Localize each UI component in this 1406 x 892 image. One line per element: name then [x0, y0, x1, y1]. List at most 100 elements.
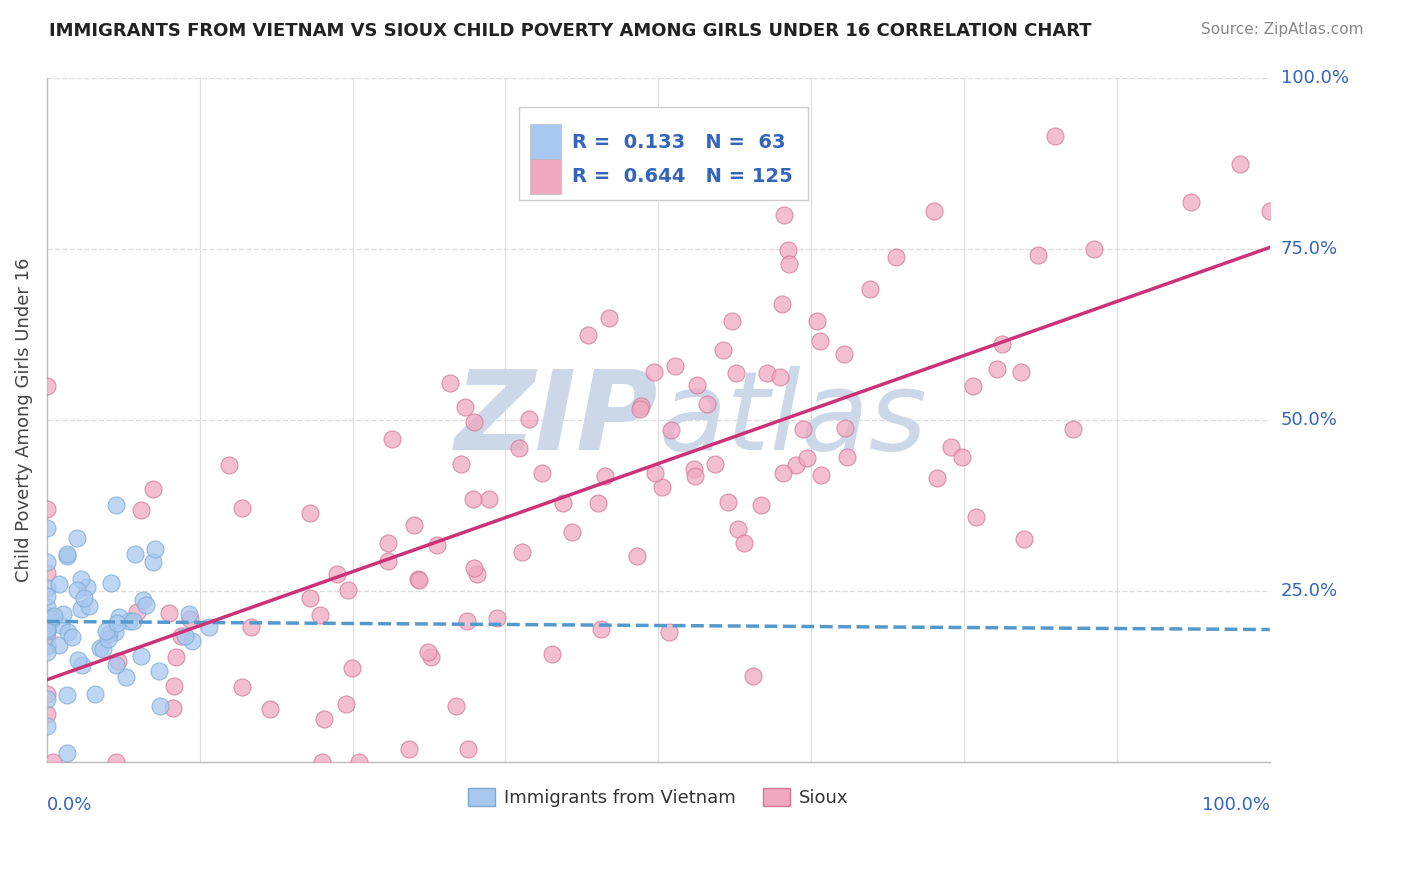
Point	[35, 521, 58, 535]
Point	[727, 522, 749, 536]
Point	[181, 634, 204, 648]
Point	[796, 450, 818, 465]
Point	[135, 598, 157, 612]
Point	[55, 689, 77, 703]
Point	[986, 362, 1008, 376]
Point	[724, 366, 747, 380]
Point	[991, 337, 1014, 351]
Text: Source: ZipAtlas.com: Source: ZipAtlas.com	[1201, 22, 1364, 37]
Point	[510, 545, 533, 559]
Point	[299, 506, 322, 520]
Text: 100.0%: 100.0%	[1202, 797, 1270, 814]
Point	[404, 518, 426, 533]
Point	[508, 441, 530, 455]
Point	[35, 566, 58, 580]
Point	[704, 457, 727, 471]
Point	[218, 458, 240, 472]
Point	[56, 549, 79, 563]
Point	[1062, 422, 1084, 436]
Point	[231, 500, 253, 515]
Point	[478, 491, 501, 506]
Point	[84, 687, 107, 701]
Point	[48, 577, 70, 591]
Point	[922, 204, 945, 219]
Point	[962, 379, 984, 393]
Point	[711, 343, 734, 357]
Point	[70, 657, 93, 672]
Point	[35, 616, 58, 631]
Text: atlas: atlas	[658, 366, 927, 473]
Point	[664, 359, 686, 374]
Point	[97, 627, 120, 641]
Point	[808, 334, 831, 349]
Point	[643, 365, 665, 379]
Point	[1180, 194, 1202, 209]
Point	[377, 554, 399, 568]
Point	[517, 411, 540, 425]
Point	[463, 415, 485, 429]
Point	[340, 661, 363, 675]
Point	[593, 468, 616, 483]
Point	[806, 314, 828, 328]
Point	[717, 495, 740, 509]
Point	[377, 535, 399, 549]
Point	[41, 612, 63, 626]
Point	[77, 599, 100, 614]
Point	[950, 450, 973, 465]
Point	[309, 608, 332, 623]
Point	[685, 377, 707, 392]
Point	[127, 605, 149, 619]
Point	[456, 614, 478, 628]
Point	[35, 581, 58, 595]
Point	[463, 560, 485, 574]
Point	[198, 619, 221, 633]
Point	[148, 664, 170, 678]
Point	[35, 610, 58, 624]
Point	[439, 376, 461, 391]
Point	[35, 502, 58, 516]
Point	[756, 366, 779, 380]
Point	[598, 310, 620, 325]
Point	[792, 422, 814, 436]
Point	[51, 607, 73, 621]
Point	[142, 555, 165, 569]
Point	[589, 622, 612, 636]
Point	[326, 567, 349, 582]
Point	[66, 653, 89, 667]
Point	[56, 548, 79, 562]
Point	[177, 607, 200, 622]
Point	[129, 648, 152, 663]
Point	[683, 461, 706, 475]
Point	[772, 466, 794, 480]
Point	[165, 650, 187, 665]
Point	[35, 624, 58, 639]
Point	[696, 397, 718, 411]
Text: 0.0%: 0.0%	[46, 797, 93, 814]
Point	[240, 620, 263, 634]
Point	[540, 647, 562, 661]
Point	[35, 607, 58, 622]
Point	[335, 697, 357, 711]
Point	[576, 328, 599, 343]
Point	[769, 370, 792, 384]
Point	[73, 591, 96, 606]
Point	[162, 701, 184, 715]
Point	[450, 457, 472, 471]
Point	[835, 450, 858, 464]
Point	[630, 399, 652, 413]
Point	[107, 609, 129, 624]
Point	[336, 582, 359, 597]
Point	[96, 624, 118, 638]
Point	[104, 625, 127, 640]
Point	[721, 314, 744, 328]
Point	[420, 650, 443, 665]
Point	[48, 639, 70, 653]
Point	[939, 440, 962, 454]
Point	[56, 746, 79, 760]
Point	[659, 423, 682, 437]
Point	[51, 618, 73, 632]
Point	[785, 458, 807, 472]
Text: 100.0%: 100.0%	[1281, 69, 1348, 87]
Text: ZIP: ZIP	[454, 366, 658, 473]
Point	[100, 576, 122, 591]
